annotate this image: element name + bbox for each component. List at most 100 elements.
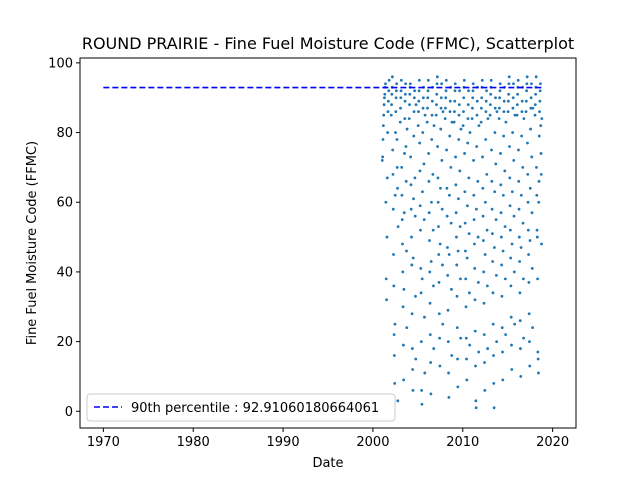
data-point [494,218,498,222]
data-point [437,280,441,284]
data-point [386,110,390,114]
data-point [491,291,495,295]
data-point [528,340,531,343]
data-point [486,347,490,350]
data-point [508,204,512,208]
data-point [429,260,433,263]
data-point [427,179,431,183]
data-point [455,294,459,298]
data-point [448,99,452,103]
data-point [536,277,539,281]
data-point [512,82,515,86]
data-point [491,260,495,263]
data-point [426,106,429,110]
data-point [512,159,516,162]
data-point [436,145,440,148]
data-point [538,99,542,103]
data-point [457,197,460,201]
data-point [482,270,486,274]
data-point [483,388,487,392]
data-point [473,298,477,302]
data-point [474,406,478,410]
data-point [423,371,427,375]
data-point [414,294,417,298]
data-point [440,207,444,211]
data-point [403,92,407,96]
data-point [525,75,529,79]
data-point [441,110,445,114]
data-point [485,172,489,176]
data-point [396,399,400,403]
data-point [385,235,389,239]
x-tick-label: 2000 [356,435,389,450]
data-point [392,284,396,288]
data-point [394,89,398,93]
data-point [401,343,405,347]
data-point [429,392,433,396]
x-tick-label: 2020 [536,435,569,450]
data-point [481,214,485,218]
data-point [540,117,544,121]
data-point [380,159,384,162]
data-point [434,113,438,117]
data-point [421,131,425,134]
data-point [387,89,391,93]
data-point [383,92,387,96]
data-point [473,329,477,333]
data-point [445,214,449,218]
data-point [470,117,474,121]
data-point [390,103,393,107]
y-axis-label: Fine Fuel Moisture Code (FFMC) [25,141,40,345]
data-point [481,155,484,159]
data-point [537,134,541,138]
data-point [464,277,468,281]
data-point [462,110,465,114]
data-point [529,127,532,131]
data-point [395,82,399,86]
data-point [485,228,489,232]
x-axis-label: Date [312,456,343,471]
data-point [510,343,513,347]
data-point [395,138,399,141]
data-point [422,162,426,166]
data-point [538,110,541,114]
data-point [413,176,417,180]
data-point [396,186,399,190]
data-point [507,75,511,79]
y-axis: 0 20 40 60 80 100 [48,56,80,420]
data-point [527,280,531,284]
data-point [402,378,406,382]
data-point [399,78,403,82]
data-point [432,347,436,350]
data-point [438,364,442,368]
data-point [436,176,440,180]
data-point [512,270,516,274]
data-point [463,152,466,155]
data-point [485,89,488,93]
data-point [502,99,506,103]
data-point [386,131,390,134]
data-point [384,82,387,86]
data-point [535,165,538,169]
data-point [430,138,434,141]
data-point [393,382,397,385]
data-point [528,364,532,368]
data-point [477,124,481,127]
data-point [458,169,462,173]
data-point [390,75,394,79]
data-point [428,239,431,242]
data-point [500,294,504,298]
data-point [526,141,529,145]
data-point [521,165,525,169]
data-point [399,89,403,93]
data-point [517,179,521,183]
data-point [471,89,475,93]
data-point [526,200,530,204]
legend: 90th percentile : 92.91060180664061 [86,393,396,422]
data-point [501,350,504,354]
data-point [490,232,494,235]
data-point [492,354,495,357]
data-point [467,89,470,93]
data-point [426,78,430,82]
data-point [446,340,450,343]
